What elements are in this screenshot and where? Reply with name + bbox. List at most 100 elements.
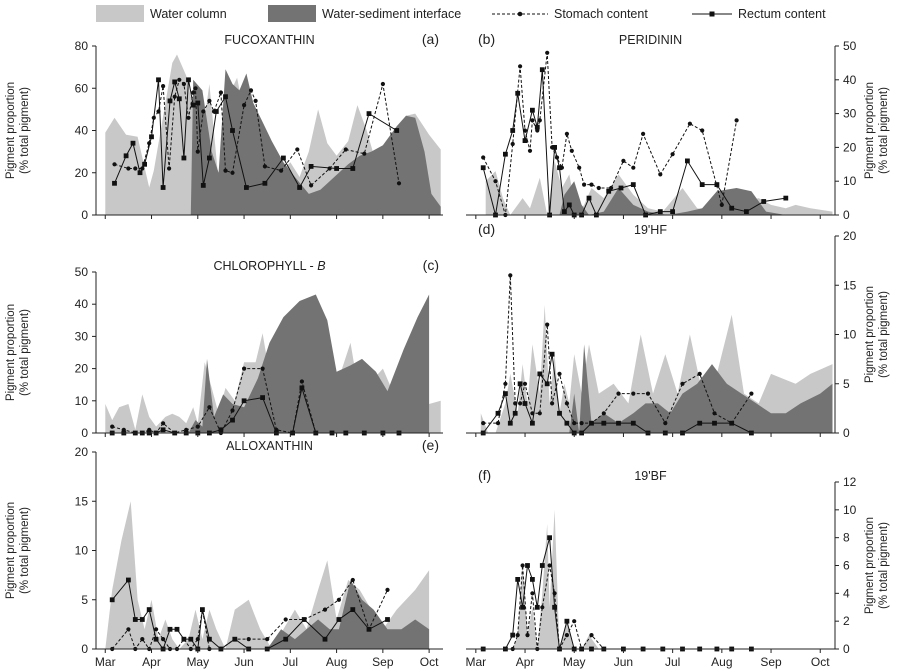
stomach-series-point-4 [518,64,523,69]
y-tick-label: 6 [843,559,850,573]
stomach-series-point-23 [712,411,717,416]
chart-panel-19-bf: 0 2 4 6 8 10 12 Mar Apr May Jun Jul Aug Sep Oct 19'BF (f… [466,467,890,669]
x-tick-label-jul: Jul [665,655,680,669]
rectum-series-point-1 [123,153,129,159]
stomach-series-point-5 [518,401,523,406]
stomach-series-point-25 [262,164,267,169]
y-axis-label: Pigment proportion [5,82,17,179]
chart-panel-19-hf: 0 5 10 15 20 19'HF (d) Pigment proportion (% tot… [466,221,890,440]
stomach-series-point-0 [112,162,117,167]
stomach-series-point-17 [582,182,587,187]
rectum-series-point-25 [699,182,705,187]
rectum-series-point-23 [712,420,717,426]
rectum-series-point-19 [230,128,235,133]
stomach-series-point-22 [697,371,702,376]
rectum-series-point-2 [132,617,138,622]
rectum-series-point-22 [697,420,703,426]
stomach-series-point-17 [207,98,212,103]
panel-label: (f) [478,467,491,483]
stomach-series-point-19 [218,90,223,95]
y-tick-label: 12 [843,475,857,489]
sediment-area [267,580,430,649]
stomach-series-point-12 [564,401,570,406]
x-tick-label-sep: Sep [760,655,782,669]
stomach-series-point-10 [550,401,555,406]
stomach-series-point-27 [295,147,300,152]
stomach-series-point-0 [110,424,115,429]
water-column-area [485,160,833,215]
rectum-series-point-24 [308,164,314,169]
stomach-series-point-15 [569,148,574,153]
stomach-series-point-9 [537,118,542,123]
rectum-series-point-12 [186,77,191,83]
rectum-series-point-4 [142,161,147,167]
y-tick-label: 15 [843,278,857,292]
rectum-series-point-7 [160,185,166,190]
x-tick-label-may: May [563,655,586,669]
y-axis-label: Pigment proportion [864,82,876,179]
y-tick-label: 20 [75,362,89,376]
rectum-series-point-20 [244,185,249,190]
stomach-series-line [482,52,738,216]
stomach-series-point-14 [579,421,584,426]
y-tick-label: 20 [843,140,857,154]
stomach-series-point-9 [172,94,177,99]
rectum-series-point-16 [586,195,592,201]
y-axis-label: Pigment proportion [5,502,17,599]
stomach-series-point-6 [527,148,533,153]
rectum-series-point-20 [630,182,636,187]
stomach-series-point-14 [260,366,265,371]
stomach-series-point-25 [749,391,754,396]
y-tick-label: 0 [81,426,88,440]
rectum-series-point-28 [394,128,400,133]
legend-label-rectum: Rectum content [738,7,826,21]
stomach-series-point-24 [385,587,390,593]
stomach-series-point-0 [481,421,486,426]
legend-label-stomach: Stomach content [554,7,648,21]
rectum-series-point-12 [562,209,567,214]
panel-label: (b) [478,31,495,47]
rectum-series-point-15 [589,420,594,426]
rectum-series-point-12 [200,607,205,612]
stomach-series-point-17 [299,379,304,384]
y-tick-label: 20 [75,166,89,180]
rectum-series-point-22 [281,155,286,161]
stomach-series-point-27 [700,128,705,133]
chart-panel-peridinin: 0 10 20 30 40 50 PERIDININ (b) Pigment proportio… [466,31,890,222]
rectum-series-point-6 [530,577,535,582]
rectum-series-point-25 [334,166,339,171]
stomach-series-point-3 [510,141,515,147]
stomach-series-point-31 [362,151,367,156]
rectum-series-point-6 [156,77,161,83]
rectum-series-point-10 [552,604,557,610]
stomach-series-point-20 [322,607,328,612]
panel-title: ALLOXANTHIN [226,439,313,453]
stomach-series-point-13 [572,619,577,624]
stomach-series-point-18 [283,617,288,622]
rectum-series-point-9 [544,381,550,387]
rectum-series-point-8 [537,371,543,377]
y-axis-label: Pigment proportion [864,517,876,614]
y-tick-label: 0 [81,642,88,656]
rectum-series-point-7 [534,124,540,130]
stomach-series-point-21 [621,158,626,163]
stomach-series-point-16 [246,637,251,642]
rectum-series-point-11 [557,165,562,171]
stomach-series-point-6 [161,637,166,642]
rectum-series-point-20 [322,636,328,642]
rectum-series-point-5 [522,138,528,143]
rectum-series-point-16 [601,420,607,426]
stomach-series-point-32 [380,81,385,87]
rectum-series-point-21 [262,180,268,186]
stomach-series-point-9 [195,424,200,429]
stomach-series-point-17 [265,637,270,642]
stomach-series-point-1 [126,166,131,171]
stomach-series-point-10 [207,405,212,410]
rectum-series-point-11 [557,410,562,416]
rectum-series-point-3 [139,617,145,622]
y-tick-label: 60 [75,81,89,95]
rectum-series-point-7 [167,626,173,632]
rectum-series-point-30 [783,195,789,201]
rectum-series-point-2 [510,632,516,638]
